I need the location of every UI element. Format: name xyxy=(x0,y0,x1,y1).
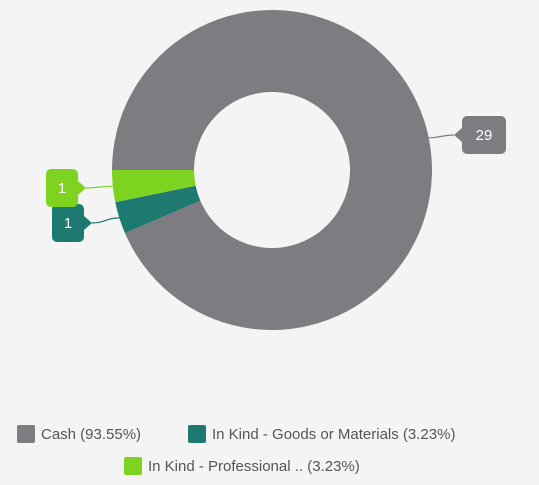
data-label-pointer xyxy=(78,181,86,195)
connector xyxy=(428,134,455,139)
legend-swatch xyxy=(124,457,142,475)
data-label-box xyxy=(52,204,84,242)
slice xyxy=(115,185,201,234)
connector xyxy=(85,185,113,189)
data-label-pointer xyxy=(454,128,462,142)
legend-label: In Kind - Professional .. (3.23%) xyxy=(148,458,360,475)
legend-label: In Kind - Goods or Materials (3.23%) xyxy=(212,426,455,443)
data-label-box xyxy=(46,169,78,207)
connector xyxy=(91,217,120,224)
data-label-box xyxy=(462,116,506,154)
slice xyxy=(112,9,432,330)
data-label-pointer xyxy=(84,216,92,230)
legend-swatch xyxy=(17,425,35,443)
data-label: 1 xyxy=(64,215,72,232)
data-label: 1 xyxy=(58,180,66,197)
slice xyxy=(112,170,196,203)
legend-swatch xyxy=(188,425,206,443)
data-label: 29 xyxy=(476,127,493,144)
legend-label: Cash (93.55%) xyxy=(41,426,141,443)
